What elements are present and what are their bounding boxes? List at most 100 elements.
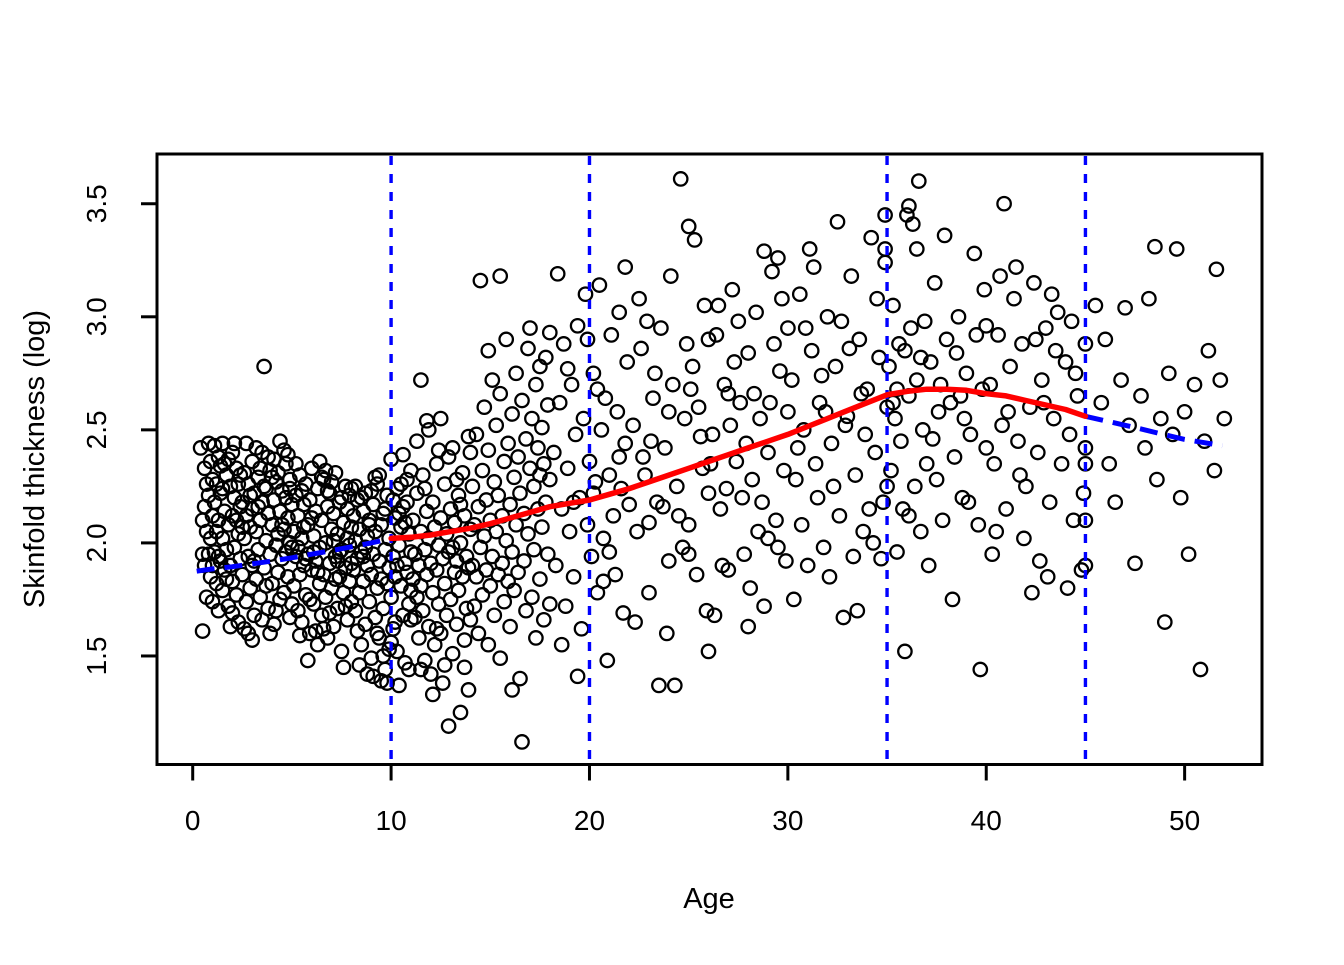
data-point	[367, 469, 384, 486]
data-point	[456, 632, 473, 648]
data-point	[595, 573, 612, 590]
data-point	[934, 512, 951, 529]
fit-curves-layer	[196, 386, 1223, 574]
data-point	[325, 618, 342, 635]
data-point	[897, 643, 913, 660]
data-point	[722, 417, 739, 434]
data-point	[1059, 580, 1076, 596]
data-point	[432, 510, 449, 526]
data-point	[1010, 433, 1026, 450]
data-point	[444, 645, 461, 662]
data-point	[700, 485, 717, 502]
data-point	[996, 195, 1012, 212]
data-point	[258, 578, 274, 594]
data-point	[776, 462, 792, 479]
data-point	[1152, 410, 1169, 427]
data-point	[583, 548, 600, 565]
data-point	[615, 605, 632, 621]
data-point	[752, 410, 768, 427]
data-point	[313, 469, 330, 486]
data-point	[710, 297, 727, 314]
data-point	[436, 657, 453, 673]
data-point	[367, 609, 384, 626]
data-point	[409, 485, 425, 502]
data-point	[202, 530, 219, 547]
data-point	[413, 372, 429, 388]
y-tick-label-2.0: 2.0	[81, 523, 112, 562]
data-point	[948, 345, 965, 361]
data-point	[658, 625, 675, 642]
data-point	[1208, 261, 1225, 278]
data-point	[904, 216, 921, 232]
data-point	[450, 582, 467, 599]
data-point	[1065, 512, 1082, 529]
data-point	[801, 241, 818, 257]
data-point	[1041, 494, 1058, 511]
data-point	[714, 557, 731, 574]
data-point	[1053, 455, 1070, 472]
data-point	[672, 171, 689, 187]
data-point	[982, 376, 999, 393]
data-point	[369, 625, 386, 642]
data-point	[676, 410, 693, 427]
data-point	[936, 227, 953, 244]
data-point	[660, 403, 677, 420]
data-point	[492, 650, 509, 667]
y-tick-label-3.0: 3.0	[81, 297, 112, 336]
data-point	[522, 320, 538, 336]
data-point	[442, 591, 459, 608]
data-point	[361, 593, 378, 610]
data-point	[276, 442, 292, 459]
data-point	[897, 342, 913, 359]
data-point	[379, 575, 395, 592]
data-point	[766, 336, 782, 352]
data-point	[787, 471, 804, 488]
data-point	[706, 607, 723, 624]
data-point	[520, 340, 536, 357]
data-point	[1026, 275, 1042, 291]
data-point	[670, 507, 687, 524]
data-point	[708, 327, 725, 343]
data-point	[198, 476, 215, 492]
data-point	[865, 535, 882, 551]
data-point	[1031, 553, 1048, 569]
data-point	[539, 546, 556, 563]
data-point	[843, 268, 860, 284]
data-point	[651, 677, 667, 694]
x-tick-label-10: 10	[376, 805, 407, 836]
data-point	[883, 462, 899, 479]
data-point	[1075, 485, 1092, 502]
spline-fit-line	[388, 386, 1089, 542]
data-point	[813, 367, 830, 384]
data-point	[438, 607, 455, 624]
data-point	[405, 512, 421, 529]
data-point	[875, 494, 891, 511]
y-tick-label-1.5: 1.5	[81, 636, 112, 675]
data-point	[434, 675, 451, 691]
data-point	[258, 532, 274, 549]
data-point	[928, 471, 945, 488]
data-point	[196, 460, 213, 477]
y-axis-title: Skinfold thickness (log)	[19, 310, 51, 608]
data-point	[754, 494, 770, 511]
data-point	[774, 290, 790, 307]
data-point	[831, 507, 848, 524]
data-point	[772, 363, 788, 379]
data-point	[597, 390, 614, 407]
y-tick-label-3.5: 3.5	[81, 184, 112, 223]
data-point	[450, 487, 467, 504]
data-point	[420, 618, 437, 635]
data-point	[331, 544, 348, 560]
x-tick-label-20: 20	[574, 805, 605, 836]
data-point	[369, 580, 386, 596]
data-point	[470, 625, 487, 642]
data-point	[460, 682, 477, 698]
y-tick-label-2.5: 2.5	[81, 410, 112, 449]
data-point	[609, 403, 626, 420]
data-point	[611, 304, 628, 321]
data-point	[319, 483, 336, 499]
data-point	[1024, 584, 1040, 601]
data-point	[244, 632, 261, 648]
data-point	[220, 451, 237, 468]
